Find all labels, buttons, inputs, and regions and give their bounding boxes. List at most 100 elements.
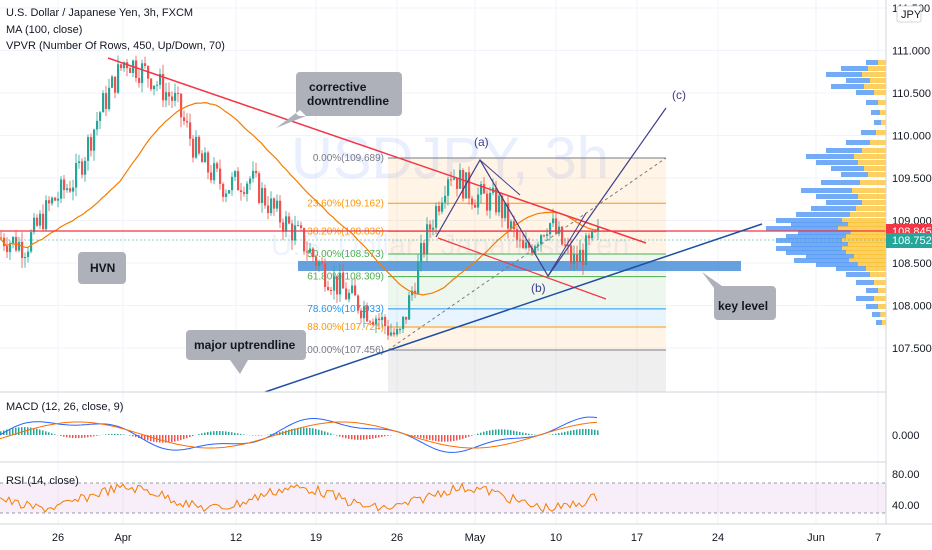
- candle-body: [483, 184, 486, 194]
- volume-down-bar: [862, 148, 886, 153]
- volume-up-bar: [776, 246, 842, 251]
- candle-body: [351, 285, 354, 293]
- macd-histogram-bar: [222, 431, 224, 435]
- volume-down-bar: [864, 84, 886, 89]
- macd-histogram-bar: [135, 435, 137, 438]
- major-uptrend-callout[interactable]: major uptrendline: [186, 330, 306, 374]
- macd-histogram-bar: [294, 428, 296, 435]
- candle-body: [393, 332, 396, 335]
- macd-pane[interactable]: [0, 416, 599, 453]
- candle-body: [204, 152, 207, 163]
- time-tick-label: 26: [391, 532, 403, 544]
- candle-body: [411, 290, 414, 296]
- corrective-downtrendline[interactable]: [107, 57, 647, 244]
- macd-histogram-bar: [369, 435, 371, 440]
- macd-histogram-bar: [465, 435, 467, 438]
- volume-down-bar: [848, 242, 886, 247]
- candle-body: [96, 120, 99, 130]
- candle-body: [297, 225, 300, 227]
- major-uptrendline[interactable]: [264, 223, 763, 393]
- macd-histogram-bar: [171, 435, 173, 443]
- candle-body: [474, 204, 477, 208]
- candle-body: [69, 188, 72, 192]
- candle-body: [366, 306, 369, 322]
- time-axis[interactable]: 26 Apr 12 19 26 May 10 17 24 Jun 7: [52, 532, 881, 544]
- macd-histogram-bar: [525, 433, 527, 435]
- macd-zero-label: 0.000: [892, 430, 920, 442]
- volume-down-bar: [868, 66, 886, 71]
- macd-histogram-bar: [417, 435, 419, 438]
- candle-body: [480, 184, 483, 195]
- volume-down-bar: [856, 206, 886, 211]
- candle-body: [405, 316, 408, 320]
- currency-badge[interactable]: [896, 5, 922, 23]
- abc-wave-path[interactable]: [435, 107, 667, 278]
- candle-body: [471, 198, 474, 205]
- macd-histogram-bar: [492, 429, 494, 435]
- volume-up-bar: [791, 222, 848, 227]
- price-axis[interactable]: 111.500111.000110.500110.000109.500109.0…: [892, 3, 932, 355]
- price-tick-label: 111.000: [892, 46, 930, 58]
- key-level-callout[interactable]: key level: [702, 272, 776, 320]
- time-tick-label: May: [465, 532, 486, 544]
- chart-title: U.S. Dollar / Japanese Yen, 3h, FXCM: [6, 7, 193, 19]
- candle-body: [165, 92, 168, 101]
- macd-histogram-bar: [234, 432, 236, 435]
- macd-histogram-bar: [435, 435, 437, 442]
- candle-body: [57, 198, 60, 201]
- macd-histogram-bar: [354, 435, 356, 440]
- volume-up-bar: [872, 312, 881, 317]
- candle-body: [453, 177, 456, 180]
- volume-up-bar: [801, 188, 852, 193]
- key-level-zone[interactable]: [298, 261, 741, 271]
- volume-down-bar: [881, 120, 886, 125]
- candle-body: [417, 262, 420, 294]
- macd-histogram-bar: [507, 429, 509, 435]
- candle-body: [90, 137, 93, 151]
- volume-down-bar: [874, 296, 886, 301]
- candle-body: [189, 122, 192, 139]
- macd-histogram-bar: [303, 427, 305, 435]
- macd-histogram-bar: [579, 429, 581, 435]
- macd-histogram-bar: [597, 430, 599, 435]
- candle-body: [81, 161, 84, 175]
- volume-down-bar: [838, 226, 886, 231]
- candle-body: [408, 295, 411, 320]
- macd-histogram-bar: [564, 431, 566, 435]
- corrective-callout[interactable]: corrective downtrendline: [276, 72, 402, 128]
- volume-down-bar: [842, 238, 886, 243]
- volume-up-bar: [776, 238, 842, 243]
- macd-histogram-bar: [468, 435, 470, 437]
- corrective-callout-line1: corrective: [309, 80, 367, 94]
- candle-body: [339, 272, 342, 295]
- macd-histogram-bar: [438, 435, 440, 442]
- candlestick-series: [0, 55, 600, 340]
- macd-histogram-bar: [594, 429, 596, 435]
- macd-histogram-bar: [531, 434, 533, 435]
- candle-body: [504, 203, 507, 219]
- candle-body: [27, 251, 30, 257]
- candle-body: [105, 93, 108, 110]
- candle-body: [414, 290, 417, 294]
- macd-histogram-bar: [18, 427, 20, 435]
- wave-bc-lower-line[interactable]: [437, 237, 607, 300]
- macd-histogram-bar: [213, 431, 215, 435]
- hvn-callout[interactable]: HVN: [78, 252, 126, 284]
- time-tick-label: 7: [875, 532, 881, 544]
- price-tick-label: 110.000: [892, 131, 931, 143]
- candle-body: [489, 192, 492, 211]
- volume-up-bar: [846, 272, 870, 277]
- volume-down-bar: [854, 254, 886, 259]
- macd-histogram-bar: [309, 427, 311, 435]
- abc-wave-path-2[interactable]: [479, 159, 521, 196]
- candle-body: [306, 251, 309, 253]
- candle-body: [576, 254, 579, 263]
- volume-up-bar: [826, 148, 862, 153]
- candle-body: [402, 316, 405, 329]
- volume-down-bar: [848, 222, 886, 227]
- candle-body: [219, 168, 222, 184]
- candle-body: [546, 234, 549, 236]
- volume-down-bar: [858, 194, 886, 199]
- macd-histogram-bar: [360, 435, 362, 440]
